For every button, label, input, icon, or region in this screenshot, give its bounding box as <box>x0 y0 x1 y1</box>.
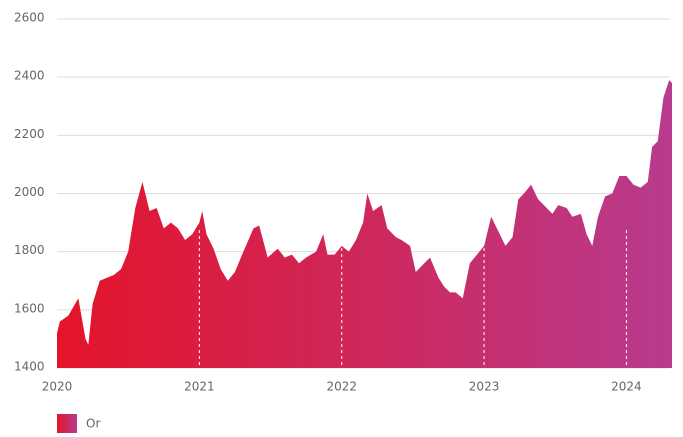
legend-swatch <box>57 414 77 434</box>
y-tick-label: 2600 <box>14 11 45 25</box>
y-tick-label: 1400 <box>14 360 45 374</box>
x-tick-label: 2024 <box>611 380 642 394</box>
x-tick-label: 2022 <box>326 380 357 394</box>
y-tick-label: 1800 <box>14 243 45 257</box>
area <box>57 80 672 368</box>
y-tick-label: 2400 <box>14 69 45 83</box>
y-tick-label: 1600 <box>14 301 45 315</box>
legend-label: Or <box>86 417 100 431</box>
y-tick-label: 2200 <box>14 127 45 141</box>
x-tick-label: 2023 <box>469 380 500 394</box>
y-tick-label: 2000 <box>14 185 45 199</box>
x-tick-label: 2021 <box>184 380 215 394</box>
x-tick-label: 2020 <box>42 380 73 394</box>
